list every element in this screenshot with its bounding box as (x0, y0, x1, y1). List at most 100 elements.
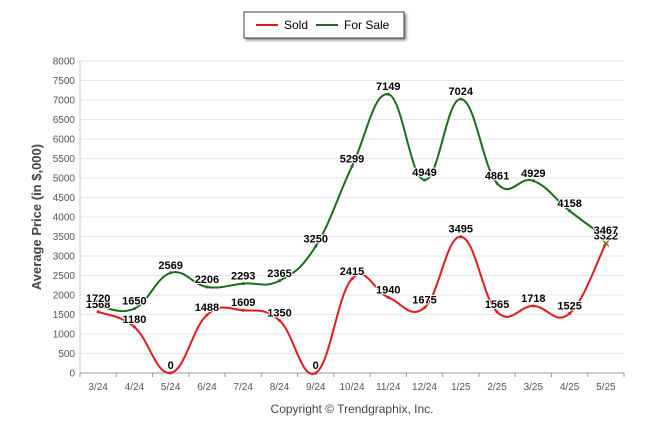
x-tick-label: 11/24 (376, 382, 401, 393)
data-point-for-sale (531, 179, 535, 183)
data-point-sold (277, 318, 281, 322)
y-tick-label: 4000 (53, 213, 76, 224)
x-tick-label: 5/24 (161, 382, 181, 393)
data-label-for-sale: 4949 (412, 167, 436, 179)
y-tick-label: 1000 (53, 330, 76, 341)
end-point-marker (602, 240, 610, 247)
data-label-sold: 0 (168, 360, 174, 372)
y-tick-label: 3000 (53, 252, 76, 263)
legend: Sold For Sale (243, 11, 405, 39)
data-label-for-sale: 7024 (449, 86, 474, 98)
data-point-sold (96, 310, 100, 314)
y-axis-title: Average Price (in $,000) (29, 144, 44, 290)
data-label-sold: 3495 (449, 224, 473, 236)
y-tick-label: 2500 (53, 271, 76, 282)
series-lines (96, 92, 610, 375)
data-point-sold (132, 325, 136, 329)
data-label-for-sale: 2293 (231, 271, 255, 283)
data-point-for-sale (241, 282, 245, 286)
data-point-sold (241, 308, 245, 312)
data-point-sold (568, 312, 572, 316)
data-label-for-sale: 4861 (485, 170, 509, 182)
legend-label-sold: Sold (284, 18, 308, 32)
y-tick-label: 8000 (53, 57, 76, 68)
data-label-for-sale: 1650 (122, 296, 146, 308)
data-label-sold: 1525 (557, 301, 581, 313)
data-label-sold: 1718 (521, 293, 545, 305)
data-label-sold: 1940 (376, 284, 400, 296)
y-tick-label: 5500 (53, 154, 76, 165)
x-tick-label: 3/24 (88, 382, 108, 393)
data-point-sold (386, 295, 390, 299)
data-point-sold (350, 277, 354, 281)
data-label-for-sale: 1720 (86, 293, 110, 305)
data-label-for-sale: 2569 (158, 260, 182, 272)
y-axis-tick-labels: 0 500 1000 1500 2000 2500 3000 3500 4000 4500 5000… (53, 57, 76, 380)
data-point-for-sale (350, 164, 354, 168)
y-tick-label: 1500 (53, 310, 76, 321)
x-tick-label: 7/24 (233, 382, 253, 393)
data-point-for-sale (169, 271, 173, 275)
y-tick-label: 3500 (53, 232, 76, 243)
data-label-sold: 3322 (594, 230, 618, 242)
data-point-for-sale (205, 285, 209, 289)
data-point-for-sale (96, 304, 100, 308)
data-label-for-sale: 7149 (376, 81, 400, 93)
gridlines (80, 60, 624, 354)
data-point-for-sale (459, 97, 463, 101)
data-point-for-sale (132, 307, 136, 311)
x-tick-label: 12/24 (412, 382, 437, 393)
data-label-sold: 1568 (86, 299, 110, 311)
data-point-sold (531, 304, 535, 308)
y-tick-label: 6000 (53, 135, 76, 146)
data-label-for-sale: 4929 (521, 168, 545, 180)
data-label-sold: 1565 (485, 299, 509, 311)
data-label-sold: 1609 (231, 297, 255, 309)
data-labels: 1568 1180 0 1488 1609 1350 0 2415 1940 1675 3495 15… (85, 80, 619, 373)
y-tick-label: 7500 (53, 76, 76, 87)
x-tick-label: 8/24 (270, 382, 290, 393)
legend-label-for-sale: For Sale (344, 18, 390, 32)
x-tick-label: 10/24 (339, 382, 364, 393)
data-point-sold (495, 310, 499, 314)
data-label-sold: 1675 (412, 295, 436, 307)
x-tick-label: 6/24 (197, 382, 217, 393)
data-point-for-sale (568, 209, 572, 213)
data-label-sold: 1350 (267, 307, 291, 319)
data-point-sold (314, 371, 318, 375)
x-tick-label: 2/25 (487, 382, 507, 393)
series-line-for-sale (97, 93, 607, 313)
data-label-sold: 0 (313, 360, 319, 372)
data-point-for-sale (314, 244, 318, 248)
x-tick-label: 5/25 (596, 382, 616, 393)
data-label-for-sale: 2206 (195, 274, 219, 286)
data-point-sold (423, 306, 427, 310)
y-tick-label: 6500 (53, 115, 76, 126)
y-tick-label: 2000 (53, 291, 76, 302)
x-tick-label: 9/24 (306, 382, 326, 393)
y-tick-label: 4500 (53, 193, 76, 204)
data-point-for-sale (423, 178, 427, 182)
y-tick-label: 7000 (53, 96, 76, 107)
data-label-for-sale: 4158 (557, 198, 581, 210)
y-tick-label: 0 (69, 369, 75, 380)
data-label-sold: 1180 (122, 314, 146, 326)
data-point-sold (459, 235, 463, 239)
data-label-sold: 2415 (340, 266, 364, 278)
data-point-sold (169, 371, 173, 375)
x-axis-tick-labels: 3/24 4/24 5/24 6/24 7/24 8/24 9/24 10/24 11/24 12… (79, 373, 625, 393)
data-label-for-sale: 5299 (340, 153, 364, 165)
y-tick-label: 5000 (53, 174, 76, 185)
data-label-for-sale: 3250 (303, 233, 327, 245)
data-label-for-sale: 3467 (594, 225, 618, 237)
data-point-for-sale (386, 92, 390, 96)
x-tick-label: 3/25 (524, 382, 544, 393)
data-point-for-sale (277, 279, 281, 283)
data-point-sold (205, 313, 209, 317)
data-point-for-sale (495, 181, 499, 185)
x-tick-label: 1/25 (451, 382, 471, 393)
data-point-for-sale (604, 236, 608, 240)
data-label-for-sale: 2365 (267, 268, 291, 280)
